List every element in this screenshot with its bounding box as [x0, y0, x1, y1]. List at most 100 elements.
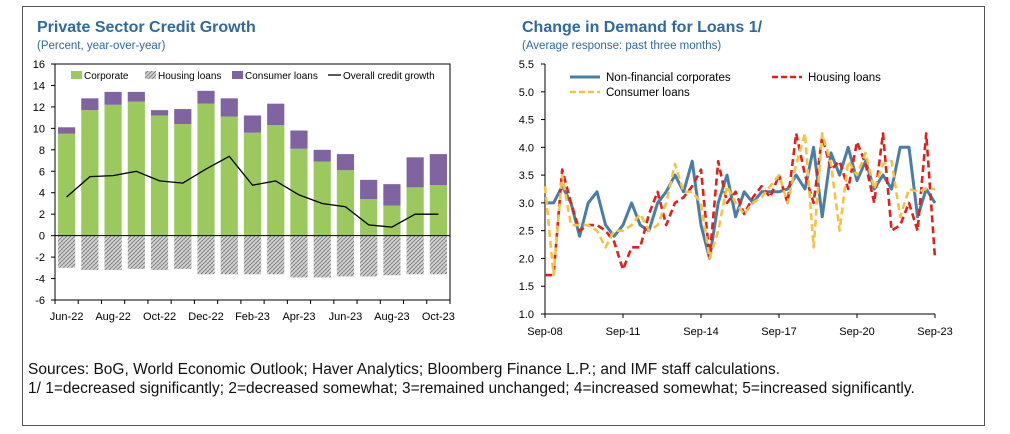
- consumer-loans-bar: [406, 157, 424, 188]
- y-tick-label: 8: [39, 145, 45, 157]
- housing-loans-bar: [267, 235, 285, 275]
- corporate-bar: [406, 187, 424, 236]
- x-tick-label: Oct-23: [422, 311, 455, 323]
- y-tick-label: 4: [39, 188, 45, 200]
- legend-swatch: [71, 71, 82, 79]
- legend-label: Consumer loans: [606, 87, 690, 99]
- y-tick-label: 0: [39, 231, 45, 243]
- housing-loans-bar: [104, 235, 122, 270]
- corporate-bar: [104, 104, 122, 236]
- y-tick-label: 14: [33, 80, 45, 92]
- housing-loans-bar: [58, 235, 76, 268]
- y-tick-label: 12: [33, 102, 45, 114]
- housing-loans-line: [545, 132, 937, 277]
- x-tick-label: Sep-14: [683, 326, 718, 338]
- housing-loans-bar: [127, 235, 145, 269]
- x-tick-label: Sep-23: [917, 326, 952, 338]
- x-tick-label: Jun-22: [50, 311, 84, 323]
- consumer-loans-bar: [290, 130, 308, 149]
- y-tick-label: 3.5: [519, 170, 534, 182]
- y-tick-label: 4.5: [519, 115, 534, 127]
- figure-frame: [22, 6, 985, 426]
- x-tick-label: Aug-23: [374, 311, 409, 323]
- y-tick-label: 5.0: [519, 87, 534, 99]
- y-tick-label: 5.5: [519, 59, 534, 71]
- corporate-bar: [290, 148, 308, 236]
- consumer-loans-bar: [360, 179, 378, 200]
- legend-label: Corporate: [84, 71, 129, 82]
- y-tick-label: 2: [39, 209, 45, 221]
- x-tick-label: Sep-08: [527, 326, 562, 338]
- x-tick-label: Sep-20: [839, 326, 874, 338]
- housing-loans-bar: [243, 235, 262, 275]
- right-chart-title: Change in Demand for Loans 1/: [522, 19, 763, 36]
- y-tick-label: -6: [35, 295, 45, 307]
- legend-label: Consumer loans: [245, 71, 318, 82]
- housing-loans-bar: [220, 235, 238, 275]
- y-tick-label: 2.5: [519, 226, 534, 238]
- consumer-loans-bar: [243, 115, 262, 133]
- corporate-bar: [313, 161, 331, 236]
- consumer-loans-bar: [58, 127, 76, 134]
- y-tick-label: 1.0: [519, 309, 534, 321]
- consumer-loans-bar: [313, 149, 331, 162]
- overall-credit-growth-line: [66, 155, 439, 228]
- corporate-bar: [383, 205, 401, 236]
- corporate-bar: [336, 170, 355, 236]
- x-tick-label: Dec-22: [188, 311, 223, 323]
- housing-loans-bar: [336, 235, 355, 277]
- y-tick-label: 1.5: [519, 281, 534, 293]
- x-tick-label: Feb-23: [235, 311, 270, 323]
- y-tick-label: 2.0: [519, 253, 534, 265]
- legend-label: Housing loans: [808, 72, 881, 84]
- legend-label: Housing loans: [158, 71, 221, 82]
- consumer-loans-bar: [150, 110, 169, 116]
- consumer-loans-bar: [81, 98, 99, 111]
- housing-loans-bar: [174, 235, 192, 269]
- consumer-loans-bar: [267, 103, 285, 126]
- y-tick-label: -2: [35, 252, 45, 264]
- left-chart-title: Private Sector Credit Growth: [37, 19, 256, 36]
- x-tick-label: Sep-11: [606, 326, 641, 338]
- corporate-bar: [429, 185, 447, 236]
- legend-swatch: [232, 71, 243, 79]
- legend-label: Overall credit growth: [343, 71, 435, 82]
- corporate-bar: [58, 133, 76, 236]
- y-tick-label: 3.0: [519, 198, 534, 210]
- x-tick-label: Jun-23: [329, 311, 363, 323]
- corporate-bar: [220, 116, 238, 236]
- corporate-bar: [150, 115, 169, 236]
- consumer-loans-bar: [197, 90, 215, 104]
- sources-note: Sources: BoG, World Economic Outlook; Ha…: [28, 361, 781, 378]
- x-tick-label: Aug-22: [95, 311, 130, 323]
- left-chart-subtitle: (Percent, year-over-year): [37, 40, 166, 52]
- y-tick-label: 6: [39, 166, 45, 178]
- corporate-bar: [243, 132, 262, 236]
- consumer-loans-line: [543, 132, 935, 277]
- housing-loans-bar: [150, 235, 169, 270]
- credit-growth-chart: -6 -4 -2 0 2 4 6 8 10 12 14 16 Jun-22 Aug-22 Oct-22 Dec…: [33, 59, 455, 323]
- housing-loans-bar: [383, 235, 401, 276]
- y-tick-label: -4: [35, 274, 45, 286]
- y-tick-label: 10: [33, 123, 45, 135]
- corporate-bar: [81, 110, 99, 236]
- plot-area-border: [54, 63, 451, 301]
- x-tick-label: Oct-22: [143, 311, 176, 323]
- y-tick-label: 16: [33, 59, 45, 71]
- corporate-bar: [127, 101, 145, 236]
- y-tick-label: 4.0: [519, 142, 534, 154]
- consumer-loans-bar: [336, 154, 355, 171]
- consumer-loans-bar: [174, 109, 192, 125]
- loan-demand-chart: 1.0 1.5 2.0 2.5 3.0 3.5 4.0 4.5 5.0 5.5 Sep-08 Sep-…: [519, 59, 953, 338]
- x-tick-label: Apr-23: [282, 311, 315, 323]
- consumer-loans-bar: [104, 91, 122, 105]
- housing-loans-bar: [290, 235, 308, 278]
- housing-loans-bar: [313, 235, 331, 278]
- housing-loans-bar: [81, 235, 99, 270]
- housing-loans-bar: [360, 235, 378, 277]
- corporate-bar: [360, 199, 378, 236]
- notes: Sources: BoG, World Economic Outlook; Ha…: [28, 360, 973, 398]
- consumer-loans-bar: [429, 154, 447, 186]
- housing-loans-bar: [429, 235, 447, 275]
- consumer-loans-bar: [127, 91, 145, 102]
